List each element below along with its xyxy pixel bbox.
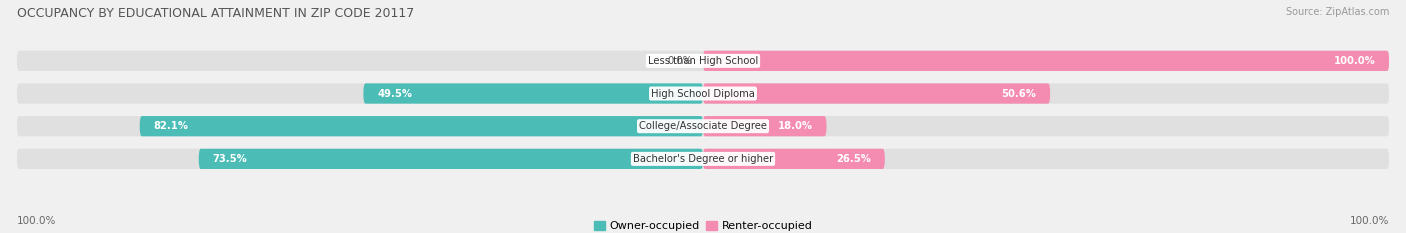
Text: Less than High School: Less than High School xyxy=(648,56,758,66)
Text: 73.5%: 73.5% xyxy=(212,154,247,164)
Text: Bachelor's Degree or higher: Bachelor's Degree or higher xyxy=(633,154,773,164)
Text: 49.5%: 49.5% xyxy=(377,89,412,99)
FancyBboxPatch shape xyxy=(17,83,1389,104)
FancyBboxPatch shape xyxy=(198,149,703,169)
FancyBboxPatch shape xyxy=(139,116,703,136)
FancyBboxPatch shape xyxy=(363,83,703,104)
FancyBboxPatch shape xyxy=(17,51,1389,71)
Text: 100.0%: 100.0% xyxy=(1334,56,1375,66)
Text: 0.0%: 0.0% xyxy=(668,56,693,66)
Text: College/Associate Degree: College/Associate Degree xyxy=(638,121,768,131)
FancyBboxPatch shape xyxy=(703,51,1389,71)
FancyBboxPatch shape xyxy=(703,83,1050,104)
Text: High School Diploma: High School Diploma xyxy=(651,89,755,99)
Legend: Owner-occupied, Renter-occupied: Owner-occupied, Renter-occupied xyxy=(589,216,817,233)
FancyBboxPatch shape xyxy=(703,149,884,169)
FancyBboxPatch shape xyxy=(703,116,827,136)
FancyBboxPatch shape xyxy=(17,149,1389,169)
Text: 82.1%: 82.1% xyxy=(153,121,188,131)
FancyBboxPatch shape xyxy=(17,116,1389,136)
Text: OCCUPANCY BY EDUCATIONAL ATTAINMENT IN ZIP CODE 20117: OCCUPANCY BY EDUCATIONAL ATTAINMENT IN Z… xyxy=(17,7,415,20)
Text: 100.0%: 100.0% xyxy=(1350,216,1389,226)
Text: 26.5%: 26.5% xyxy=(837,154,872,164)
Text: 18.0%: 18.0% xyxy=(778,121,813,131)
Text: Source: ZipAtlas.com: Source: ZipAtlas.com xyxy=(1285,7,1389,17)
Text: 100.0%: 100.0% xyxy=(17,216,56,226)
Text: 50.6%: 50.6% xyxy=(1001,89,1036,99)
